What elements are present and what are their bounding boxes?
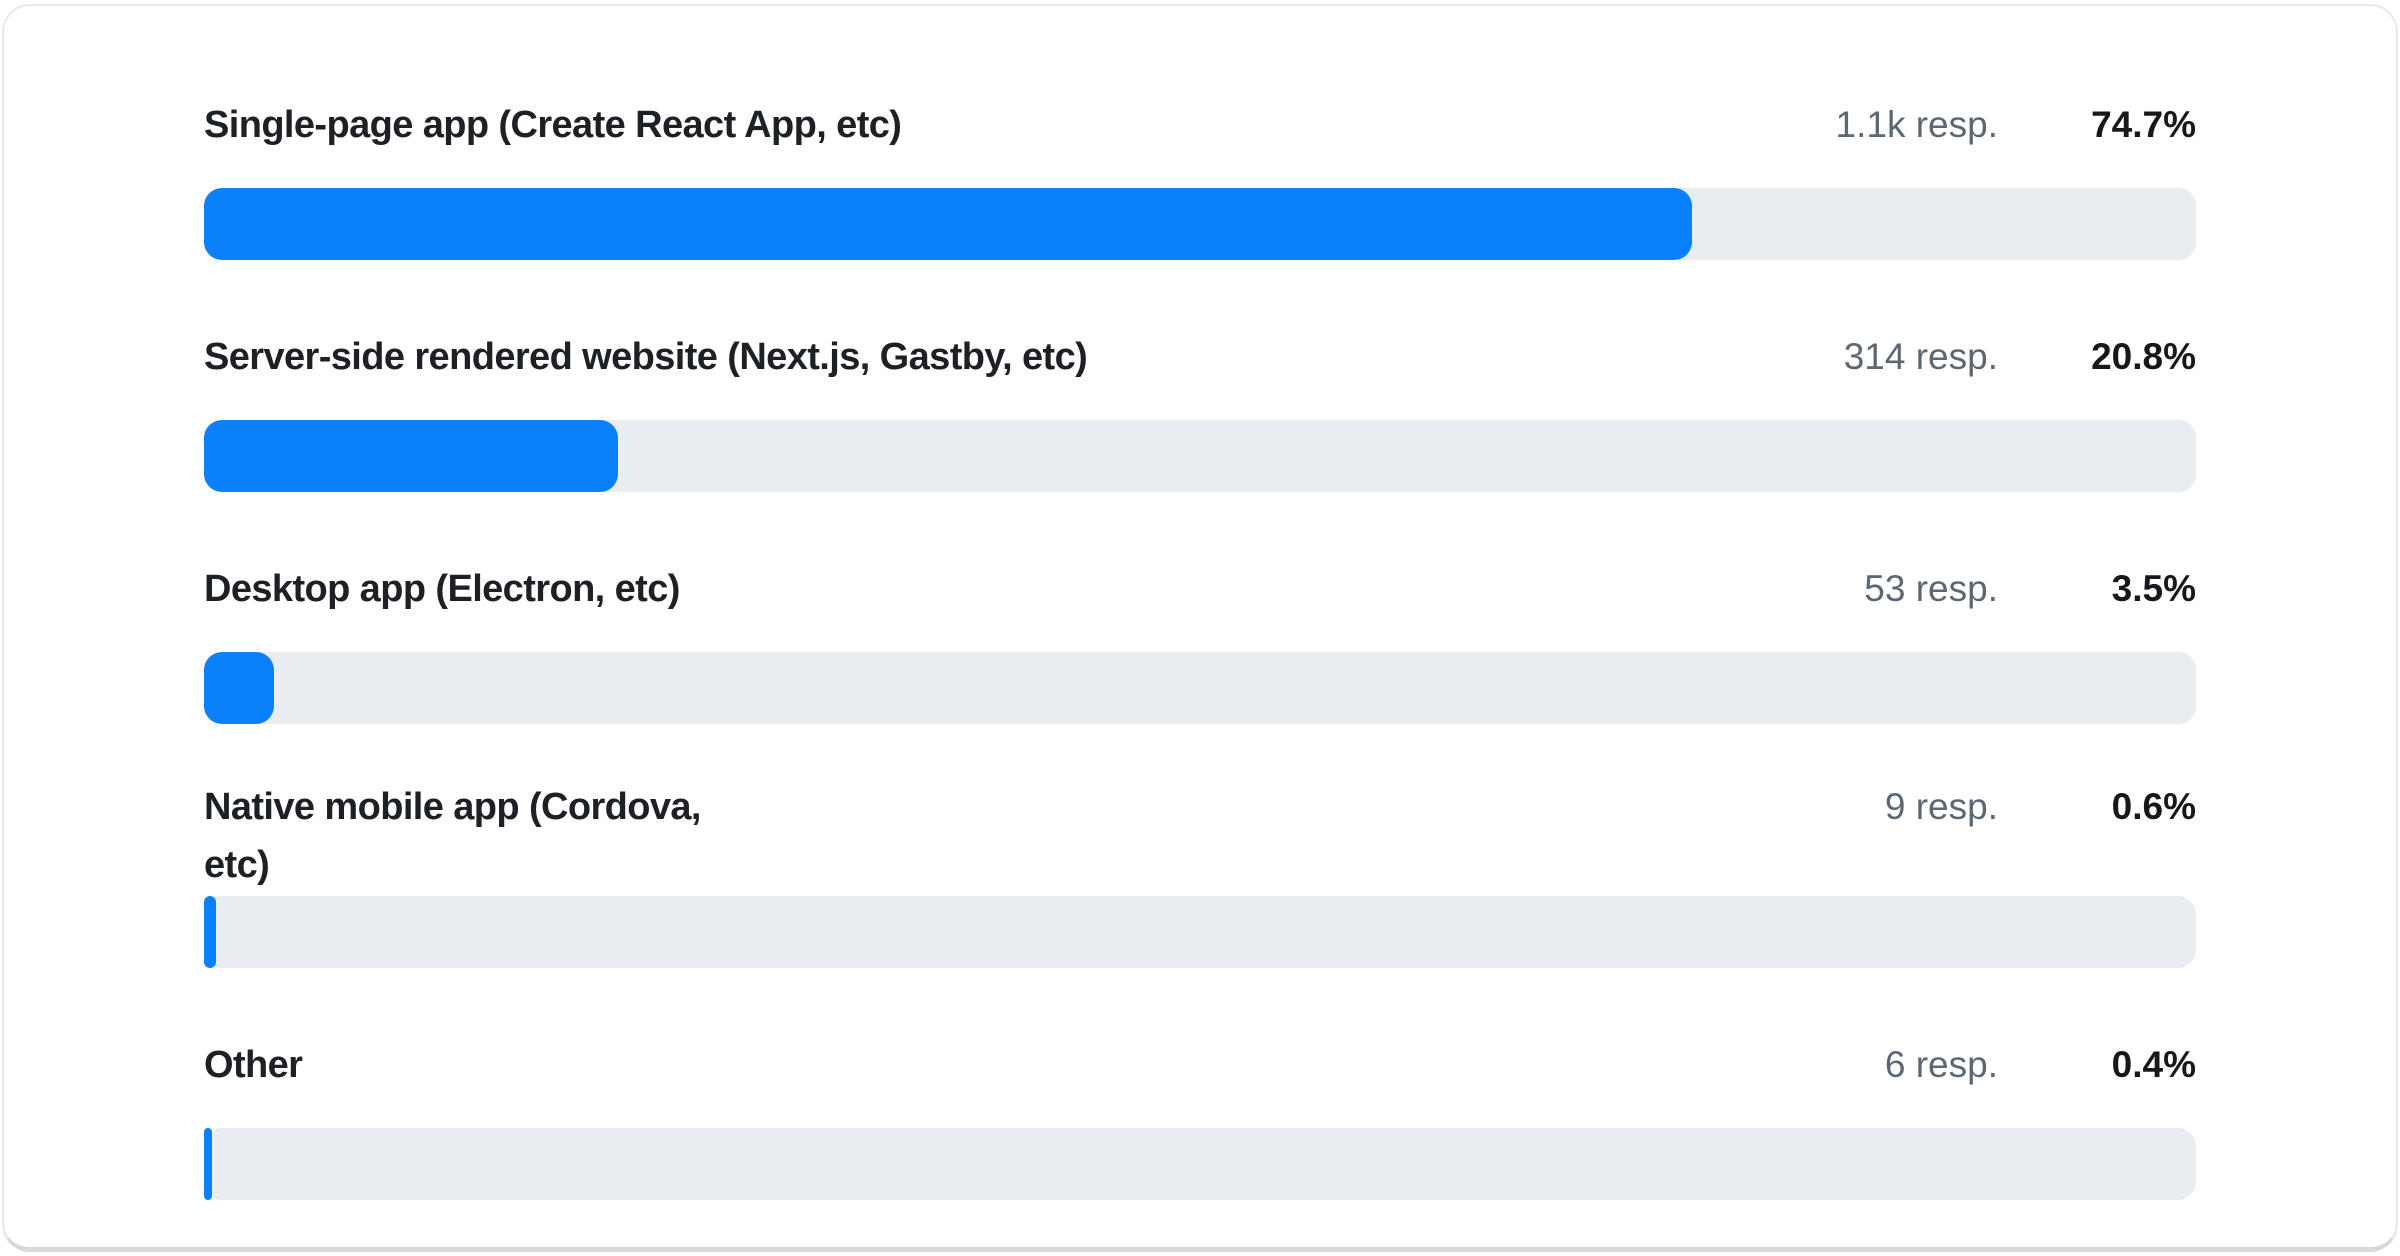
result-row-desktop-app: Desktop app (Electron, etc) 53 resp. 3.5… bbox=[204, 560, 2196, 724]
result-row-other: Other 6 resp. 0.4% bbox=[204, 1036, 2196, 1200]
bar-track bbox=[204, 652, 2196, 724]
percent-value: 0.6% bbox=[2111, 786, 2196, 827]
option-label: Single-page app (Create React App, etc) bbox=[204, 104, 902, 146]
row-values: 6 resp. 0.4% bbox=[1885, 1044, 2196, 1086]
percent-value: 20.8% bbox=[2091, 336, 2196, 377]
bar-track bbox=[204, 188, 2196, 260]
bar-fill bbox=[204, 1128, 212, 1200]
bar-track bbox=[204, 896, 2196, 968]
response-count: 1.1k resp. bbox=[1835, 104, 1998, 145]
bar-fill bbox=[204, 420, 619, 492]
row-header: Native mobile app (Cordova, etc) 9 resp.… bbox=[204, 778, 2196, 894]
result-row-native-mobile-app: Native mobile app (Cordova, etc) 9 resp.… bbox=[204, 778, 2196, 968]
percent-value: 74.7% bbox=[2091, 104, 2196, 145]
response-count: 9 resp. bbox=[1884, 786, 1998, 827]
option-label: Desktop app (Electron, etc) bbox=[204, 568, 680, 610]
bar-fill bbox=[204, 652, 274, 724]
survey-results-card: Single-page app (Create React App, etc) … bbox=[2, 4, 2398, 1252]
option-label: Server-side rendered website (Next.js, G… bbox=[204, 336, 1088, 378]
option-label: Native mobile app (Cordova, etc) bbox=[204, 786, 702, 886]
row-values: 1.1k resp. 74.7% bbox=[1836, 104, 2196, 146]
row-header: Desktop app (Electron, etc) 53 resp. 3.5… bbox=[204, 560, 2196, 618]
response-count: 314 resp. bbox=[1843, 336, 1998, 377]
row-values: 314 resp. 20.8% bbox=[1844, 336, 2196, 378]
row-values: 53 resp. 3.5% bbox=[1864, 568, 2196, 610]
percent-value: 0.4% bbox=[2111, 1044, 2196, 1085]
response-count: 6 resp. bbox=[1884, 1044, 1998, 1085]
response-count: 53 resp. bbox=[1864, 568, 1998, 609]
bar-fill bbox=[204, 896, 216, 968]
option-label: Other bbox=[204, 1044, 303, 1086]
bar-track bbox=[204, 420, 2196, 492]
bar-track bbox=[204, 1128, 2196, 1200]
row-header: Single-page app (Create React App, etc) … bbox=[204, 96, 2196, 154]
row-header: Server-side rendered website (Next.js, G… bbox=[204, 328, 2196, 386]
row-values: 9 resp. 0.6% bbox=[1885, 786, 2196, 828]
result-row-single-page-app: Single-page app (Create React App, etc) … bbox=[204, 96, 2196, 260]
row-header: Other 6 resp. 0.4% bbox=[204, 1036, 2196, 1094]
result-row-server-side-rendered: Server-side rendered website (Next.js, G… bbox=[204, 328, 2196, 492]
percent-value: 3.5% bbox=[2111, 568, 2196, 609]
bar-fill bbox=[204, 188, 1693, 260]
